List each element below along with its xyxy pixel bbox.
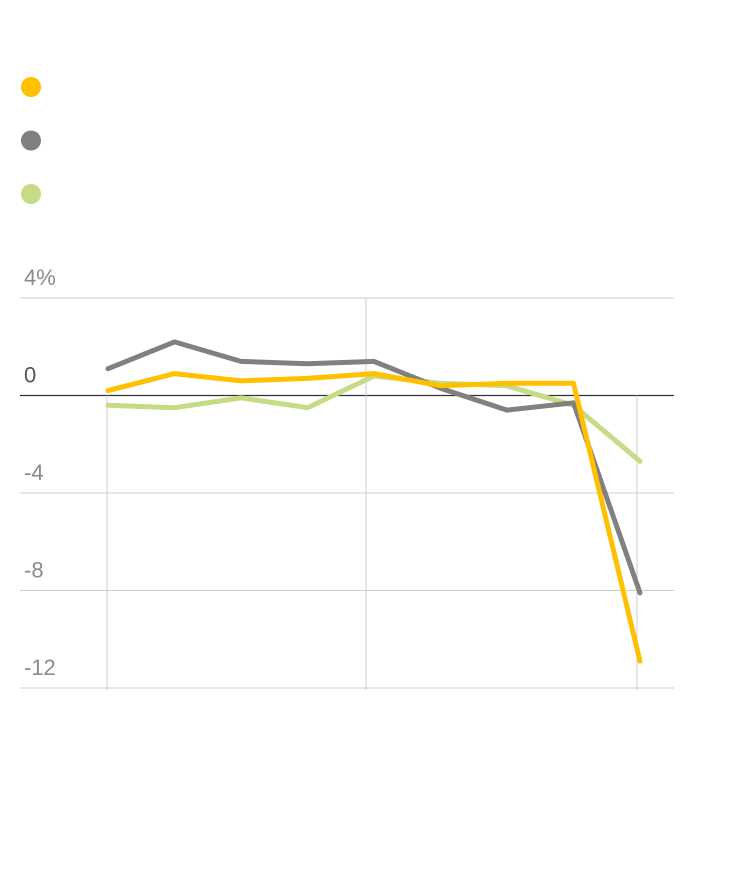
- x-gridlines: [106, 298, 638, 690]
- y-tick-label: 4%: [24, 265, 56, 290]
- series-lines: [105, 339, 643, 664]
- y-tick-label: -4: [24, 460, 44, 485]
- y-tick-label: 0: [24, 363, 36, 388]
- series-line-3: [105, 373, 643, 464]
- legend-marker-2: [21, 130, 41, 151]
- series-line-1: [105, 371, 643, 664]
- y-tick-label: -12: [24, 655, 56, 680]
- legend-marker-3: [21, 184, 41, 204]
- y-tick-label: -8: [24, 558, 44, 583]
- y-axis-labels: 4% 0 -4 -8 -12: [24, 265, 56, 680]
- series-line-2: [105, 339, 643, 596]
- legend: [21, 77, 41, 204]
- legend-marker-1: [21, 77, 41, 97]
- gridlines: [20, 297, 674, 689]
